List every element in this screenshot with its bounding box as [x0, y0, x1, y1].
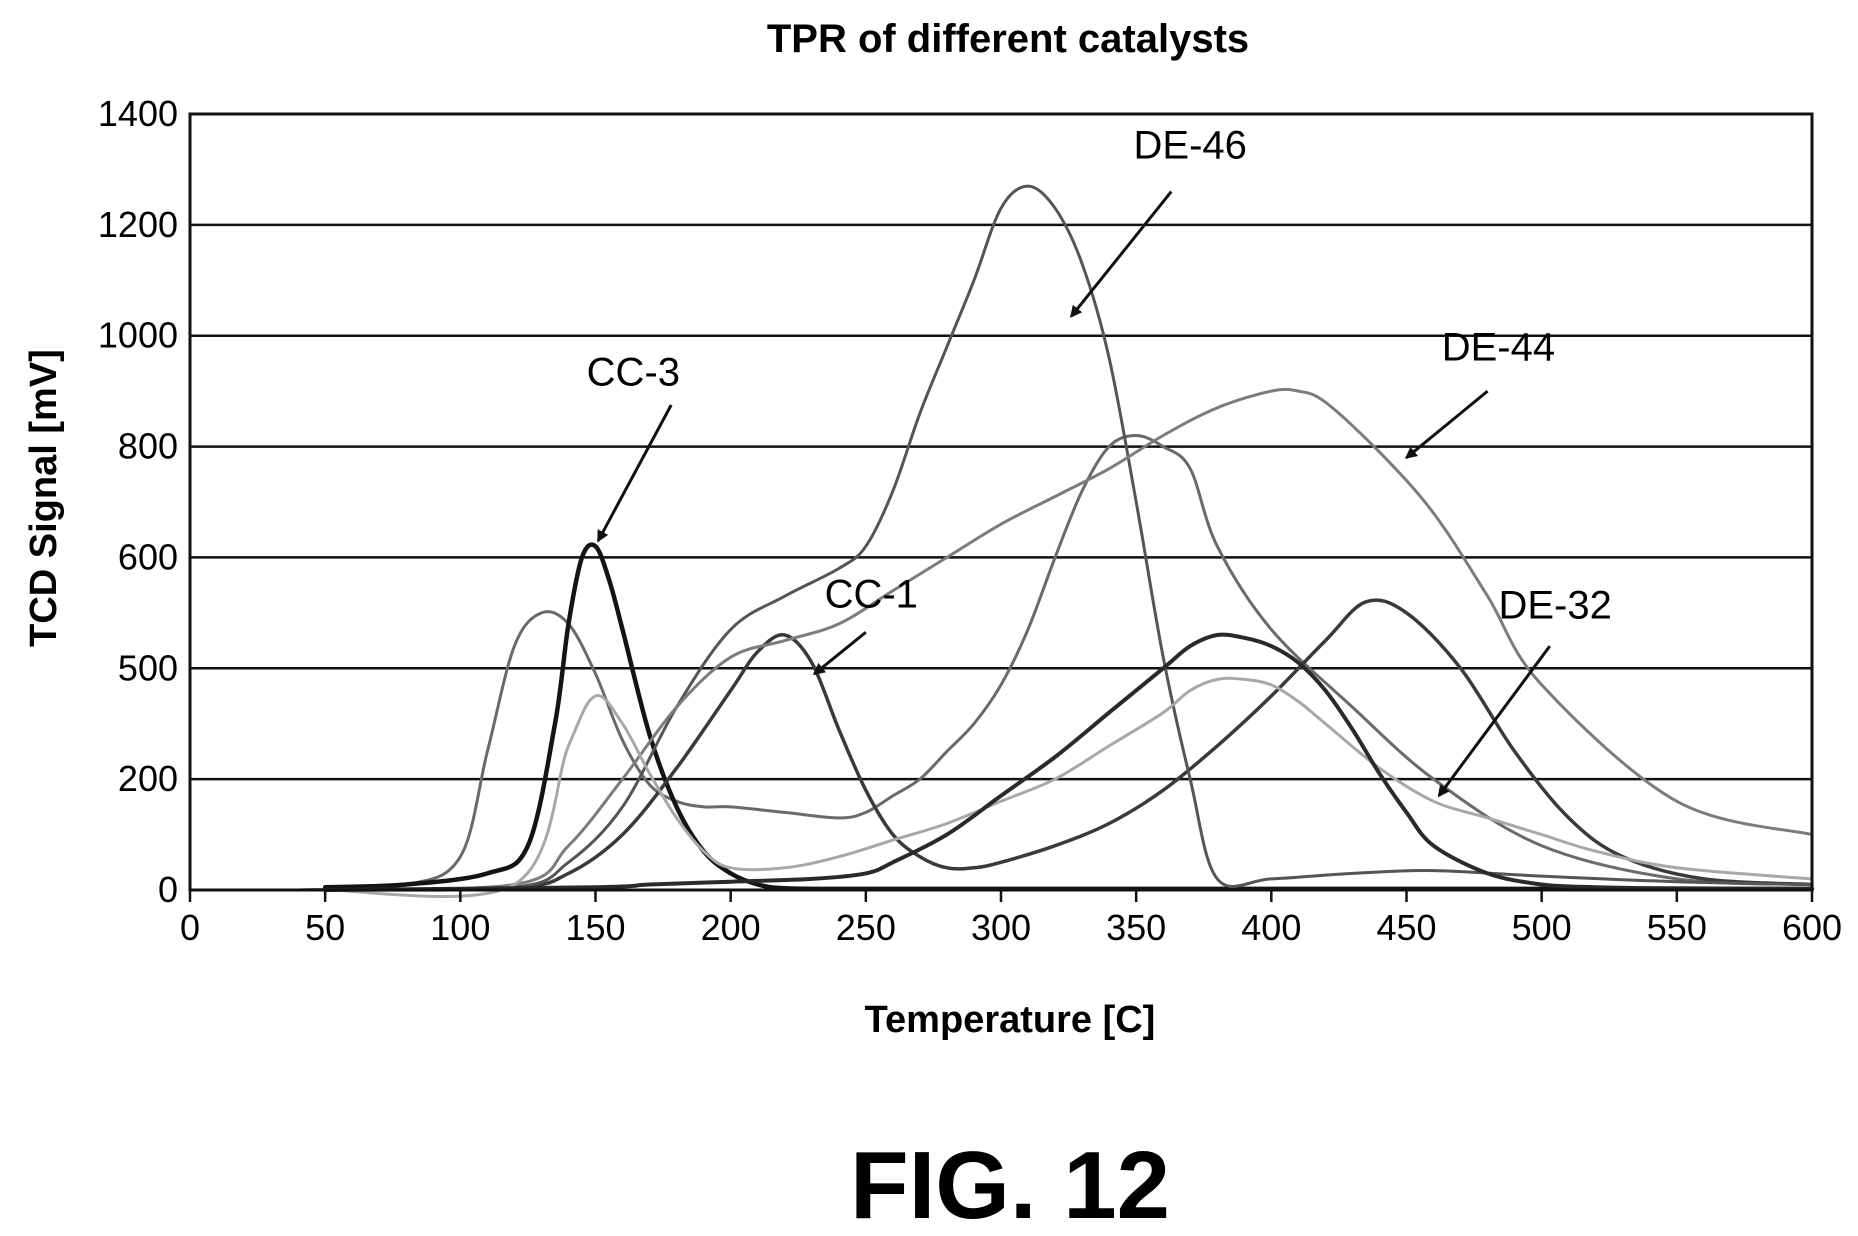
x-axis-ticks: 0 50 100 150 200 250 300 350 400 450 500 550 600	[180, 890, 1842, 948]
y-axis-label: TCD Signal [mV]	[23, 349, 65, 647]
series-line-de-32	[296, 387, 1814, 892]
series-line-unlabeled-5	[323, 676, 1814, 899]
grid-lines	[190, 112, 1812, 892]
series-line-de-44	[323, 184, 1814, 892]
x-tick-label: 50	[305, 907, 345, 948]
y-tick-label: 1400	[98, 93, 178, 134]
annotation-label: CC-1	[825, 572, 918, 616]
y-tick-label: 600	[118, 536, 178, 577]
x-tick-label: 100	[430, 907, 490, 948]
y-tick-label: 1200	[98, 204, 178, 245]
y-axis-ticks: 0 200 500 600 800 1000 1200 1400	[98, 93, 178, 910]
y-tick-label: 800	[118, 426, 178, 467]
x-tick-label: 200	[701, 907, 761, 948]
x-tick-label: 600	[1782, 907, 1842, 948]
x-tick-label: 150	[565, 907, 625, 948]
series-line-de-46	[296, 434, 1814, 892]
series-line-cc-1	[323, 598, 1814, 892]
annotation-arrow	[1437, 645, 1551, 798]
annotation-arrow	[812, 631, 867, 676]
x-tick-label: 250	[836, 907, 896, 948]
annotation-arrow	[596, 404, 673, 543]
x-axis-label: Temperature [C]	[865, 999, 1156, 1041]
x-tick-label: 300	[971, 907, 1031, 948]
annotation-label: DE-32	[1498, 583, 1611, 627]
annotations: DE-46 DE-44 CC-3 CC-1 DE-32	[587, 123, 1612, 798]
annotation-arrow	[1070, 190, 1173, 318]
annotation-label: DE-44	[1442, 326, 1555, 370]
x-tick-label: 450	[1376, 907, 1436, 948]
x-tick-label: 550	[1647, 907, 1707, 948]
plot-frame	[188, 112, 1814, 892]
figure-label: FIG. 12	[850, 1132, 1170, 1236]
chart-title: TPR of different catalysts	[767, 17, 1249, 61]
annotation-label: CC-3	[587, 351, 680, 395]
y-tick-label: 1000	[98, 315, 178, 356]
y-tick-label: 0	[158, 869, 178, 910]
series-lines	[296, 184, 1815, 899]
annotation-arrow	[1404, 389, 1489, 459]
y-tick-label: 500	[118, 647, 178, 688]
x-tick-label: 0	[180, 907, 200, 948]
annotation-label: DE-46	[1134, 123, 1247, 167]
x-tick-label: 400	[1241, 907, 1301, 948]
x-tick-label: 500	[1512, 907, 1572, 948]
series-line-unlabeled-6	[323, 632, 1814, 892]
y-tick-label: 200	[118, 758, 178, 799]
x-tick-label: 350	[1106, 907, 1166, 948]
